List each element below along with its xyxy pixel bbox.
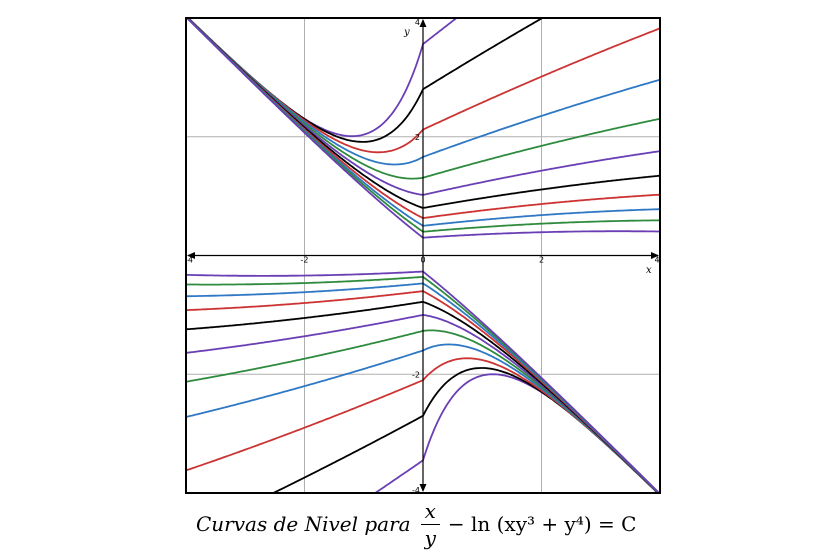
caption-expression: − ln (xy³ + y⁴) = C [447, 512, 637, 536]
plot-frame [185, 17, 661, 494]
tick-labels: -4 -2 0 2 4 4 2 -2 -4 [185, 18, 660, 495]
y-tick-label: -4 [412, 486, 420, 495]
level-curves-chart: -4 -2 0 2 4 4 2 -2 -4 x y [185, 17, 661, 495]
x-axis-label: x [646, 265, 652, 276]
x-tick-label: -2 [301, 256, 309, 265]
caption-fraction: x y [420, 501, 440, 550]
x-tick-label: 4 [654, 256, 659, 265]
y-tick-label: 4 [415, 18, 420, 27]
y-axis-label: y [403, 27, 410, 38]
caption-denominator: y [424, 525, 436, 550]
axes [187, 19, 659, 492]
caption-prefix: Curvas de Nivel para [196, 512, 411, 536]
x-tick-label: 0 [420, 256, 425, 265]
x-axis-arrow-right [651, 252, 659, 259]
caption-numerator: x [420, 501, 440, 525]
x-tick-label: 2 [539, 256, 544, 265]
x-tick-label: -4 [185, 256, 193, 265]
y-axis-arrow-down [419, 484, 427, 492]
x-axis-arrow-left [187, 252, 195, 259]
y-tick-label: 2 [415, 133, 420, 142]
y-tick-label: -2 [412, 370, 420, 379]
chart-caption: Curvas de Nivel para x y − ln (xy³ + y⁴)… [196, 498, 636, 550]
y-axis-arrow-up [419, 19, 427, 27]
